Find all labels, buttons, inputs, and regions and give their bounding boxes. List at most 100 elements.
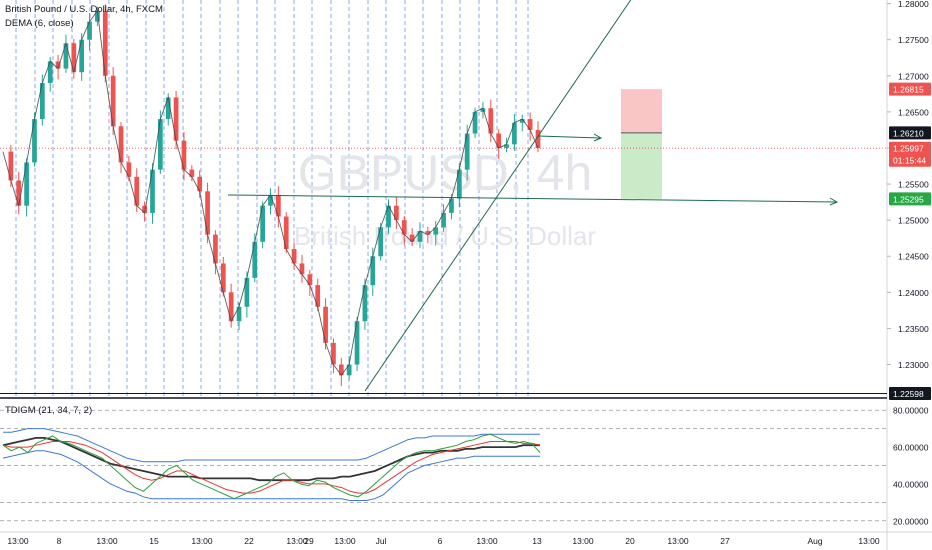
candle-body (95, 10, 100, 22)
candle-body (527, 119, 533, 130)
price-label-text: 1.26210 (893, 128, 924, 138)
time-tick-label: 13:00 (572, 536, 594, 546)
price-label-text: 1.25997 (893, 144, 924, 154)
candle-body (464, 133, 470, 170)
candle-body (213, 234, 218, 264)
candle-body (433, 227, 439, 235)
take-profit-zone (621, 132, 662, 199)
candle-body (173, 97, 179, 141)
candle-body (401, 220, 407, 235)
candle-body (260, 205, 265, 242)
candle-body (252, 241, 258, 278)
candle-body (39, 83, 45, 120)
candle-body (79, 39, 85, 73)
candle-body (504, 144, 509, 148)
price-tick-label: 1.23000 (898, 360, 929, 370)
candle-body (409, 234, 415, 242)
oscillator-upper-band (3, 428, 540, 463)
time-tick-label: 13:00 (7, 536, 29, 546)
candle-body (205, 191, 210, 235)
dema-indicator-label[interactable]: DEMA (6, close) (5, 18, 74, 29)
candle-body (236, 306, 242, 322)
candle-body (71, 43, 77, 73)
price-tick-label: 1.23500 (898, 324, 929, 334)
oscillator-tick-label: 80.00000 (893, 406, 929, 416)
candle-body (8, 151, 14, 181)
candle-body (417, 230, 423, 242)
projection-arrow (593, 133, 603, 142)
candle-body (378, 227, 384, 257)
time-tick-label: 13:00 (96, 536, 118, 546)
candle-body (244, 277, 250, 307)
price-label-box (889, 153, 931, 167)
candle-body (394, 205, 399, 221)
ascending-trendline (364, 0, 632, 392)
candle-body (291, 249, 297, 264)
oscillator-tick-label: 20.00000 (893, 516, 929, 526)
candle-body (480, 108, 486, 112)
time-tick-label: 27 (720, 536, 730, 546)
price-tick-label: 1.25000 (898, 216, 929, 226)
time-tick-label: Jul (376, 536, 387, 546)
candle-body (512, 122, 517, 145)
candle-body (134, 176, 140, 206)
candle-body (488, 108, 494, 134)
price-label-text: 1.22598 (893, 389, 924, 399)
time-tick-label: 13:00 (858, 536, 880, 546)
candle-body (55, 61, 61, 69)
candle-body (323, 306, 328, 343)
oscillator-tick-label: 40.00000 (893, 479, 929, 489)
time-tick-label: 13:00 (191, 536, 213, 546)
symbol-title[interactable]: British Pound / U.S. Dollar, 4h, FXCM (5, 4, 163, 15)
time-tick-label: 22 (244, 536, 254, 546)
price-tick-label: 1.28000 (898, 0, 929, 9)
candle-body (283, 216, 289, 250)
candle-body (425, 230, 431, 235)
price-tick-label: 1.27500 (898, 35, 929, 45)
support-line (227, 194, 837, 203)
candle-body (472, 111, 478, 134)
candle-body (228, 292, 234, 322)
dema-line (2, 9, 539, 377)
candle-body (370, 256, 376, 286)
time-tick-label: 13:00 (286, 536, 308, 546)
projection-line (537, 135, 601, 139)
time-tick-label: Aug (807, 536, 822, 546)
candle-body (32, 119, 37, 163)
candle-body (346, 364, 352, 376)
candle-body (331, 342, 336, 365)
watermark-ticker: GBPUSD, 4h (298, 145, 593, 201)
price-tick-label: 1.27000 (898, 71, 929, 81)
price-label-text: 1.26815 (893, 85, 924, 95)
candle-body (16, 180, 22, 206)
support-arrow (829, 197, 839, 206)
oscillator-lower-band (2, 450, 540, 501)
time-tick-label: 20 (625, 536, 635, 546)
price-label-text: 01:15:44 (893, 156, 926, 166)
candle-body (47, 61, 53, 84)
candle-body (150, 169, 155, 213)
candle-body (354, 321, 360, 365)
time-tick-label: 13:00 (334, 536, 356, 546)
candle-body (118, 126, 124, 163)
time-tick-label: 8 (57, 536, 62, 546)
price-label-box (889, 126, 931, 140)
time-tick-label: 13:00 (667, 536, 689, 546)
price-tick-label: 1.24000 (898, 288, 929, 298)
candle-body (24, 162, 29, 206)
candle-body (87, 21, 92, 40)
candle-body (456, 169, 462, 199)
candle-body (276, 194, 281, 217)
candle-body (181, 140, 187, 170)
candle-body (165, 97, 171, 120)
price-tick-label: 1.24500 (898, 252, 929, 262)
candle-body (386, 205, 391, 228)
price-tick-label: 1.25500 (898, 180, 929, 190)
time-tick-label: 15 (149, 536, 159, 546)
tdigm-indicator-label[interactable]: TDIGM (21, 34, 7, 2) (5, 405, 93, 416)
time-tick-label: 29 (304, 536, 314, 546)
candle-body (299, 263, 305, 275)
price-label-box (889, 141, 931, 155)
candle-body (496, 133, 502, 148)
